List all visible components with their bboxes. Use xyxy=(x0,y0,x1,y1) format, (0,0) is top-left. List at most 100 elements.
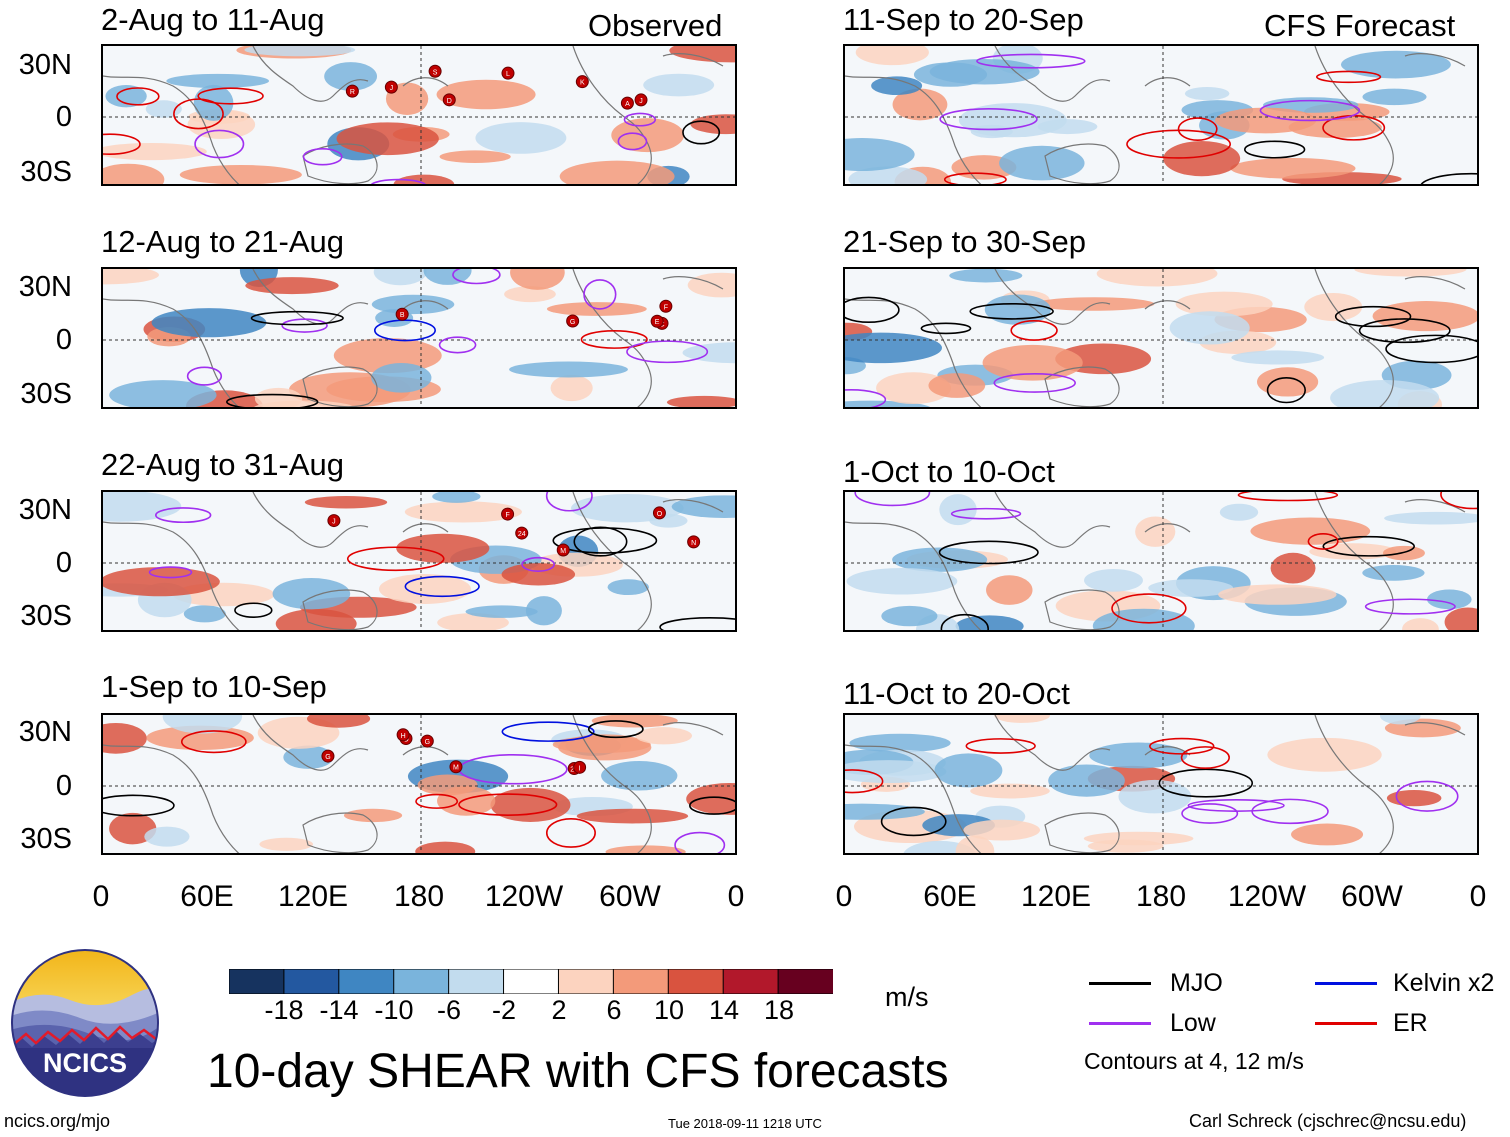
lon-label-0-end: 0 xyxy=(1469,880,1487,913)
lat-label-30s: 30S xyxy=(20,156,72,188)
anomaly-contour xyxy=(976,53,1086,69)
storm-marker-icon xyxy=(395,307,409,321)
coastline xyxy=(994,492,1111,548)
shear-shading xyxy=(892,88,948,121)
shear-shading xyxy=(1402,618,1439,630)
storm-marker-label: J xyxy=(332,519,336,526)
coastline xyxy=(662,499,724,513)
shear-shading xyxy=(109,380,217,407)
colorbar-units: m/s xyxy=(885,982,929,1012)
shear-shading xyxy=(1291,823,1364,846)
shear-shading xyxy=(183,605,226,623)
panel-title-fcst-2: 21-Sep to 30-Sep xyxy=(843,224,1087,259)
shear-shading xyxy=(845,400,931,407)
shear-shading xyxy=(283,745,334,769)
coastline xyxy=(1044,366,1120,407)
lat-label-30n: 30N xyxy=(18,49,72,81)
anomaly-contour xyxy=(845,769,884,794)
shear-shading xyxy=(465,605,538,618)
anomaly-contour xyxy=(950,507,1022,520)
anomaly-contour xyxy=(155,507,212,524)
storm-marker-label: H xyxy=(401,733,406,740)
shear-shading xyxy=(103,492,182,522)
lon-label-120w: 120W xyxy=(484,880,564,913)
coastline xyxy=(845,75,982,184)
storm-marker-label: M xyxy=(453,765,459,772)
storm-marker-label: R xyxy=(350,89,355,96)
anomaly-contour xyxy=(943,172,1007,184)
coastline xyxy=(252,46,369,102)
colorbar-label: -2 xyxy=(491,995,517,1025)
coastline xyxy=(994,269,1111,325)
legend-kelvin: Kelvin x2 xyxy=(1393,969,1495,997)
colorbar-swatch xyxy=(228,968,285,995)
panel-title-fcst-1: 11-Sep to 20-Sep xyxy=(843,2,1084,37)
anomaly-contour xyxy=(659,617,735,630)
anomaly-contour xyxy=(370,178,426,184)
anomaly-contour xyxy=(1316,70,1382,84)
shear-shading xyxy=(682,342,735,364)
shear-shading xyxy=(955,615,1024,630)
anomaly-contour xyxy=(116,87,160,106)
colorbar-label: 6 xyxy=(606,995,622,1025)
coastline xyxy=(302,366,378,407)
map-obs-4: 27MGOGIH xyxy=(101,713,737,855)
colorbar-swatch xyxy=(777,968,834,995)
storm-marker-label: G xyxy=(570,319,575,326)
storm-marker-icon xyxy=(573,760,587,774)
storm-marker-icon xyxy=(420,734,434,748)
coastline xyxy=(103,75,240,184)
coastline xyxy=(994,46,1111,102)
panel-title-obs-2: 12-Aug to 21-Aug xyxy=(101,224,345,259)
storm-marker-icon xyxy=(327,514,341,528)
shear-shading xyxy=(1118,779,1192,814)
storm-marker-label: N xyxy=(691,540,696,547)
anomaly-contour xyxy=(1237,492,1339,502)
anomaly-contour xyxy=(186,366,223,386)
shear-shading xyxy=(393,174,455,184)
shear-shading xyxy=(949,269,1023,283)
shear-shading xyxy=(333,338,442,374)
panel-title-fcst-4: 11-Oct to 20-Oct xyxy=(843,676,1070,711)
anomaly-contour xyxy=(573,526,628,557)
lon-label-120w: 120W xyxy=(1227,880,1307,913)
anomaly-contour xyxy=(180,730,247,754)
lat-label-30s: 30S xyxy=(20,378,72,410)
coastline xyxy=(1404,722,1466,736)
shear-shading xyxy=(1304,292,1363,322)
coastline xyxy=(662,722,724,736)
anomaly-contour xyxy=(281,318,328,333)
shear-shading xyxy=(1330,380,1440,407)
anomaly-contour xyxy=(940,613,989,630)
shear-shading xyxy=(1230,157,1356,179)
shear-shading xyxy=(144,826,190,847)
shear-shading xyxy=(982,344,1083,381)
panel-title-obs-4: 1-Sep to 10-Sep xyxy=(101,669,327,704)
anomaly-contour xyxy=(1126,129,1232,159)
coastline xyxy=(402,77,449,87)
shear-shading xyxy=(881,605,938,627)
shear-shading xyxy=(103,142,207,161)
ncics-logo: NCICS xyxy=(10,948,160,1098)
coastline xyxy=(103,521,240,630)
colorbar-swatch xyxy=(283,968,340,995)
shear-shading xyxy=(605,845,686,853)
shear-shading xyxy=(1096,269,1218,287)
shear-shading xyxy=(504,286,556,303)
coastline xyxy=(662,276,724,290)
shear-shading xyxy=(1270,552,1316,584)
anomaly-contour xyxy=(1111,593,1187,624)
coastline xyxy=(572,715,652,853)
shear-shading xyxy=(437,786,496,816)
anomaly-contour xyxy=(682,120,721,145)
legend-low-line xyxy=(1089,1022,1151,1025)
colorbar xyxy=(228,968,834,995)
colorbar-swatch xyxy=(338,968,395,995)
lat-label-30n: 30N xyxy=(18,494,72,526)
shear-shading xyxy=(1148,579,1234,597)
lon-label-0-end: 0 xyxy=(727,880,745,913)
shear-shading xyxy=(607,579,649,596)
forecast-label: CFS Forecast xyxy=(1264,8,1456,43)
shear-shading xyxy=(378,574,471,604)
anomaly-contour xyxy=(993,373,1076,393)
